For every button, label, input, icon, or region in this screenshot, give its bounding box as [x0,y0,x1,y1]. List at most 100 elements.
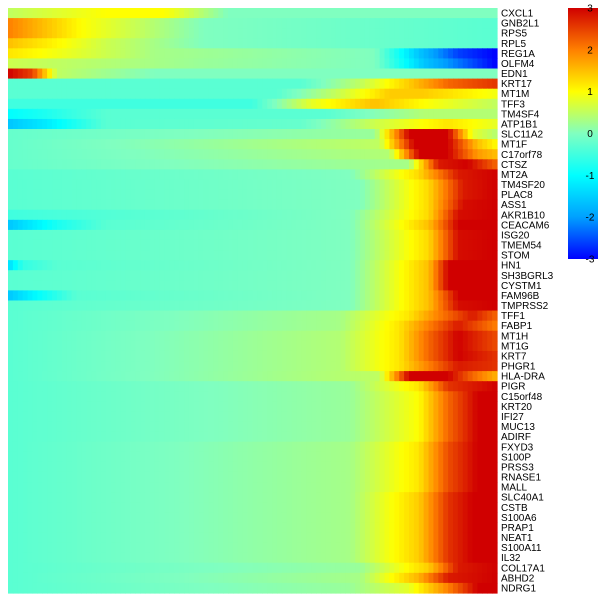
heatmap-cell [154,320,161,332]
heatmap-cell [242,18,249,29]
heatmap-cell [423,219,430,231]
heatmap-cell [203,391,210,402]
heatmap-cell [42,239,48,251]
heatmap-cell [120,391,126,402]
heatmap-cell [61,270,68,281]
heatmap-cell [452,219,459,231]
heatmap-cell [100,401,107,413]
heatmap-cell [457,471,464,483]
heatmap-cell [164,48,170,60]
heatmap-cell [184,149,190,160]
heatmap-cell [448,381,454,392]
heatmap-cell [350,482,356,493]
heatmap-cell [408,239,415,251]
heatmap-cell [364,391,371,402]
heatmap-cell [242,209,249,221]
heatmap-cell [61,149,68,160]
heatmap-cell [257,68,263,80]
heatmap-cell [184,209,190,221]
heatmap-cell [12,28,19,39]
heatmap-cell [223,300,229,312]
heatmap-cell [384,118,391,130]
heatmap-cell [492,340,498,352]
heatmap-cell [203,118,210,130]
heatmap-cell [418,189,425,201]
heatmap-cell [179,209,185,221]
heatmap-cell [105,159,112,170]
heatmap-cell [311,98,317,110]
heatmap-cell [281,38,288,49]
heatmap-cell [462,189,469,201]
heatmap-cell [418,300,425,312]
heatmap-cell [306,381,312,392]
heatmap-cell [438,270,444,281]
heatmap-cell [17,270,24,281]
heatmap-cell [281,361,288,372]
heatmap-cell [247,290,254,302]
heatmap-cell [428,350,435,362]
heatmap-cell [306,411,312,423]
heatmap-cell [22,219,29,231]
heatmap-cell [374,320,381,332]
heatmap-cell [492,330,498,342]
heatmap-cell [452,310,459,322]
heatmap-cell [242,421,249,433]
heatmap-cell [296,381,302,392]
heatmap-cell [218,290,224,302]
heatmap-cell [306,361,312,372]
heatmap-cell [242,330,249,342]
heatmap-cell [379,189,386,201]
heatmap-cell [66,300,73,312]
heatmap-cell [301,189,307,201]
heatmap-cell [296,411,302,423]
heatmap-cell [237,391,244,402]
heatmap-cell [52,361,58,372]
heatmap-cell [169,260,175,271]
heatmap-cell [404,270,410,281]
heatmap-cell [120,48,126,60]
heatmap-cell [179,502,185,513]
heatmap-cell [242,250,249,261]
heatmap-cell [228,239,234,251]
heatmap-cell [135,8,141,19]
heatmap-cell [433,350,439,362]
heatmap-cell [100,48,107,60]
heatmap-cell [184,58,190,70]
heatmap-cell [413,391,420,402]
heatmap-cell [193,381,200,392]
heatmap-cell [462,179,469,191]
heatmap-cell [242,219,249,231]
heatmap-cell [404,98,410,110]
heatmap-cell [296,239,302,251]
heatmap-cell [42,502,48,513]
heatmap-cell [22,270,29,281]
heatmap-cell [316,391,322,402]
heatmap-cell [262,88,268,100]
heatmap-cell [355,300,361,312]
heatmap-cell [47,320,53,332]
heatmap-cell [482,270,488,281]
heatmap-cell [257,451,263,463]
heatmap-cell [17,300,24,312]
heatmap-cell [369,391,376,402]
heatmap-cell [472,310,479,322]
heatmap-cell [76,229,82,241]
heatmap-cell [281,98,288,110]
heatmap-cell [399,391,405,402]
heatmap-cell [443,169,449,181]
heatmap-cell [360,431,366,443]
heatmap-cell [61,300,68,312]
heatmap-cell [135,58,141,70]
heatmap-cell [325,219,332,231]
heatmap-cell [154,219,161,231]
heatmap-cell [120,290,126,302]
heatmap-cell [56,139,63,150]
heatmap-cell [184,118,190,130]
heatmap-cell [428,320,435,332]
heatmap-cell [228,159,234,170]
heatmap-cell [443,8,449,19]
heatmap-cell [276,219,283,231]
heatmap-cell [71,411,78,423]
heatmap-cell [115,189,122,201]
heatmap-cell [32,48,38,60]
